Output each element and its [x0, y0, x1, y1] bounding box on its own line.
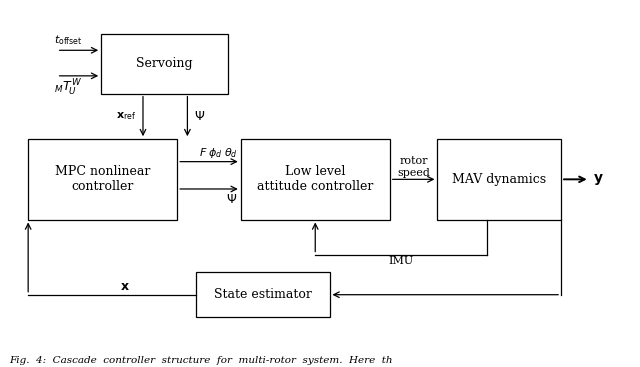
FancyBboxPatch shape: [437, 139, 561, 219]
FancyBboxPatch shape: [241, 139, 390, 219]
FancyBboxPatch shape: [28, 139, 177, 219]
Text: Servoing: Servoing: [136, 58, 193, 70]
Text: MPC nonlinear
controller: MPC nonlinear controller: [55, 166, 150, 193]
Text: State estimator: State estimator: [214, 288, 312, 301]
Text: $\dot{\Psi}$: $\dot{\Psi}$: [227, 190, 237, 207]
Text: rotor
speed: rotor speed: [397, 156, 430, 178]
Text: IMU: IMU: [388, 256, 413, 266]
Text: $\mathbf{y}$: $\mathbf{y}$: [593, 172, 604, 187]
Text: Low level
attitude controller: Low level attitude controller: [257, 166, 373, 193]
Text: $_M\mathbf{\mathit{T}}_{\!\mathit{U}}^{\,W}$: $_M\mathbf{\mathit{T}}_{\!\mathit{U}}^{\…: [54, 77, 82, 98]
Text: $\mathbf{x}_{\rm ref}$: $\mathbf{x}_{\rm ref}$: [116, 110, 137, 122]
Text: $t_{\rm offset}$: $t_{\rm offset}$: [54, 34, 82, 47]
Text: $\mathbf{x}$: $\mathbf{x}$: [120, 280, 130, 292]
Text: MAV dynamics: MAV dynamics: [452, 173, 547, 186]
Text: Fig.  4:  Cascade  controller  structure  for  multi-rotor  system.  Here  th: Fig. 4: Cascade controller structure for…: [9, 356, 392, 365]
FancyBboxPatch shape: [196, 272, 330, 317]
Text: $F\;\phi_d\;\theta_d$: $F\;\phi_d\;\theta_d$: [199, 146, 237, 160]
Text: $\Psi$: $\Psi$: [194, 110, 205, 123]
FancyBboxPatch shape: [101, 34, 228, 94]
